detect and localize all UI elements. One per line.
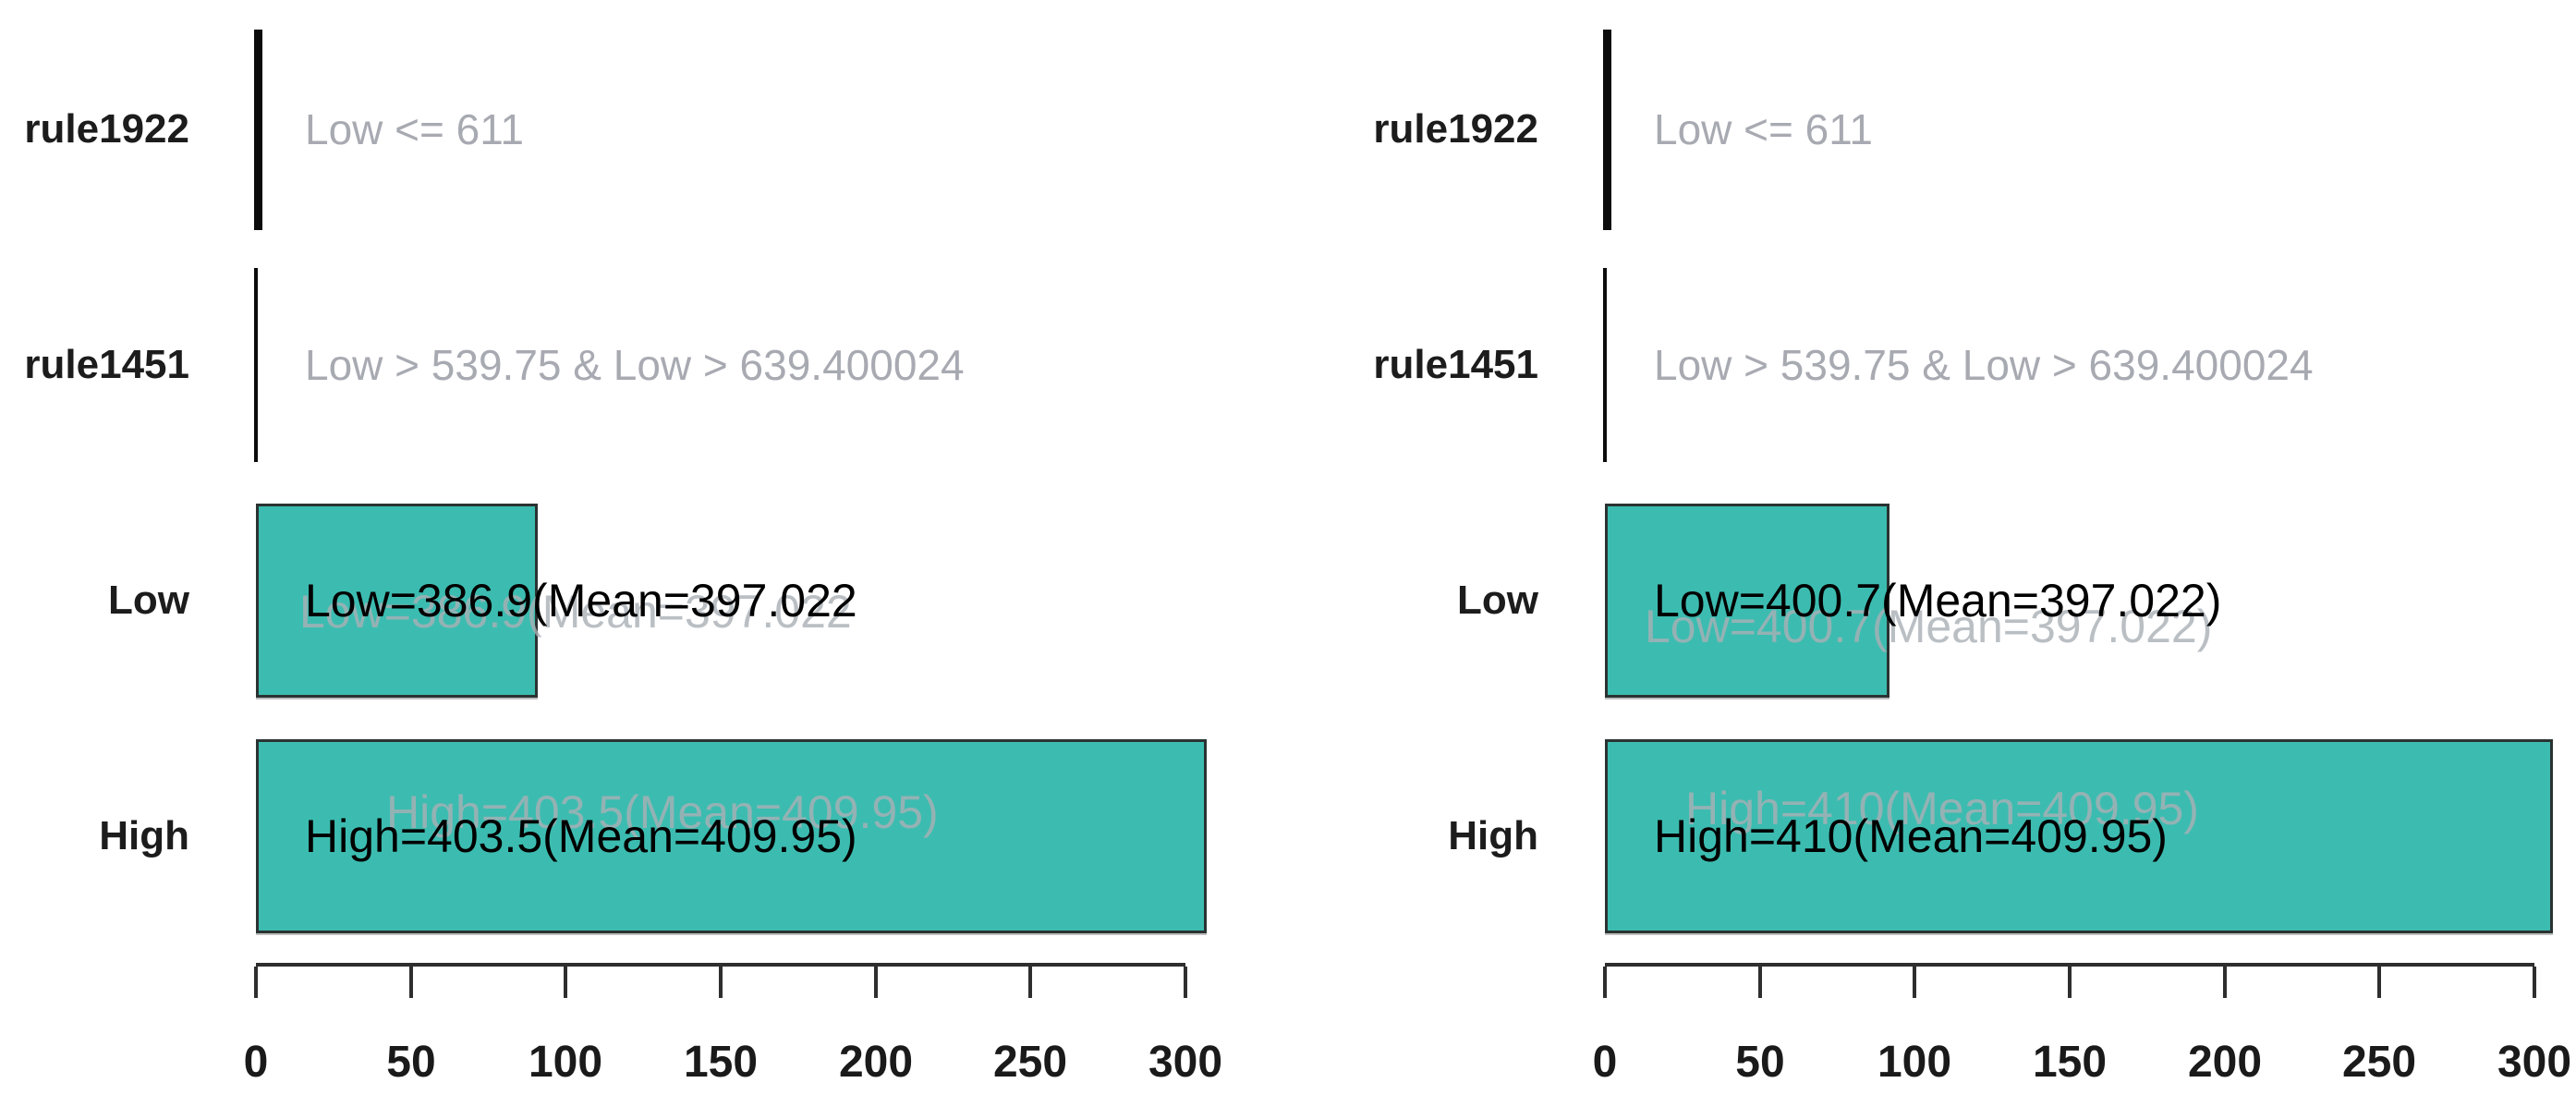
x-axis-tick-label: 200: [838, 1038, 914, 1087]
zero-width-rule-bar-rule1922: [1603, 29, 1611, 230]
bar-value-label: Low=386.9(Mean=397.022: [305, 575, 857, 626]
x-axis-line: [1605, 963, 2534, 967]
value-bar-High: [256, 739, 1207, 933]
x-axis-tick: [254, 967, 258, 998]
x-axis-tick-label: 0: [1592, 1038, 1618, 1087]
x-axis-tick-label: 300: [2497, 1038, 2572, 1087]
ghost-annotation: High=403.5(Mean=409.95): [386, 786, 939, 838]
x-axis-tick: [1758, 967, 1762, 998]
value-bar-High: [1605, 739, 2553, 933]
x-axis-tick: [1603, 967, 1607, 998]
x-axis-tick: [409, 967, 413, 998]
x-axis-tick-label: 50: [1735, 1038, 1785, 1087]
rule-condition-text: Low > 539.75 & Low > 639.400024: [1654, 341, 2314, 389]
x-axis-tick: [1028, 967, 1032, 998]
bar-value-label: High=403.5(Mean=409.95): [305, 810, 857, 862]
zero-width-rule-bar-rule1922: [254, 29, 262, 230]
value-bar-Low: [1605, 504, 1889, 698]
rule-condition-text: Low <= 611: [1654, 105, 1874, 153]
bar-value-label: Low=400.7(Mean=397.022): [1654, 575, 2222, 626]
row-label-rule1451: rule1451: [1373, 342, 1538, 387]
x-axis-tick: [2377, 967, 2381, 998]
x-axis-tick: [564, 967, 567, 998]
zero-width-rule-bar-rule1451: [1603, 268, 1607, 462]
row-label-rule1922: rule1922: [1373, 106, 1538, 152]
bar-value-label: High=410(Mean=409.95): [1654, 810, 2168, 862]
x-axis-tick: [719, 967, 723, 998]
x-axis-tick-label: 200: [2187, 1038, 2263, 1087]
x-axis-line: [256, 963, 1185, 967]
row-label-High: High: [99, 813, 189, 858]
row-label-High: High: [1448, 813, 1538, 858]
x-axis-tick: [2223, 967, 2227, 998]
x-axis-tick-label: 150: [2032, 1038, 2108, 1087]
x-axis-tick-label: 250: [992, 1038, 1068, 1087]
row-label-rule1451: rule1451: [24, 342, 189, 387]
ghost-annotation: Low=400.7(Mean=397.022): [1645, 601, 2213, 652]
x-axis-tick-label: 300: [1148, 1038, 1223, 1087]
x-axis-tick-label: 50: [386, 1038, 436, 1087]
x-axis-tick-label: 100: [1877, 1038, 1952, 1087]
barplot-right: rule1922 Low <= 611 rule1451 Low > 539.75 &…: [1349, 0, 2576, 1107]
x-axis-tick: [2533, 967, 2536, 998]
ghost-annotation: Low=386.9(Mean=397.022: [299, 586, 852, 638]
row-label-Low: Low: [1457, 578, 1538, 623]
x-axis-tick-label: 100: [528, 1038, 603, 1087]
rule-condition-text: Low <= 611: [305, 105, 525, 153]
x-axis-tick-label: 0: [243, 1038, 269, 1087]
row-label-rule1922: rule1922: [24, 106, 189, 152]
x-axis-tick: [874, 967, 878, 998]
barplot-left: rule1922 Low <= 611 rule1451 Low > 539.75 &…: [0, 0, 1229, 1107]
x-axis-tick: [2068, 967, 2072, 998]
rule-condition-text: Low > 539.75 & Low > 639.400024: [305, 341, 965, 389]
x-axis-tick-label: 250: [2341, 1038, 2417, 1087]
x-axis-tick: [1913, 967, 1916, 998]
x-axis-tick: [1184, 967, 1187, 998]
row-label-Low: Low: [108, 578, 189, 623]
x-axis-tick-label: 150: [683, 1038, 759, 1087]
ghost-annotation: High=410(Mean=409.95): [1685, 783, 2199, 834]
value-bar-Low: [256, 504, 538, 698]
zero-width-rule-bar-rule1451: [254, 268, 258, 462]
